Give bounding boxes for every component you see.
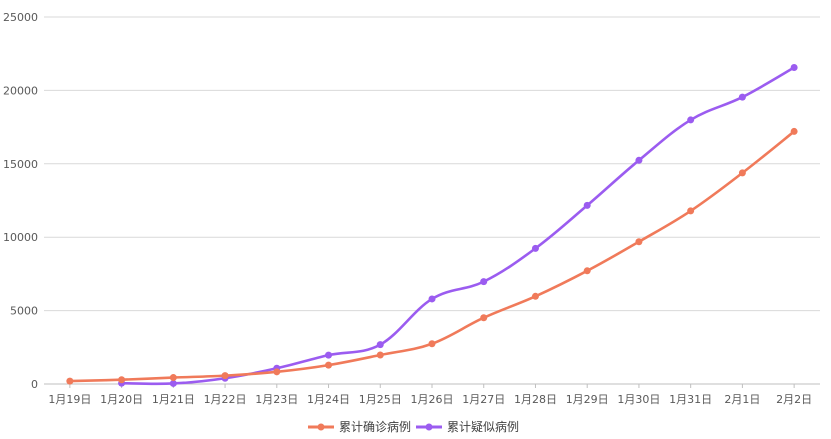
data-point bbox=[428, 340, 436, 348]
x-tick-label: 1月31日 bbox=[669, 393, 712, 406]
x-tick-label: 1月30日 bbox=[617, 393, 660, 406]
x-tick-label: 1月19日 bbox=[48, 393, 91, 406]
data-point bbox=[635, 238, 643, 246]
x-tick-label: 1月24日 bbox=[307, 393, 350, 406]
data-point bbox=[738, 169, 746, 177]
data-point bbox=[687, 116, 695, 124]
data-point bbox=[687, 207, 695, 215]
x-tick-label: 1月29日 bbox=[566, 393, 609, 406]
series-lines bbox=[66, 64, 798, 387]
y-tick-label: 5000 bbox=[10, 305, 38, 318]
data-point bbox=[583, 201, 591, 209]
legend-label-confirmed: 累计确诊病例 bbox=[339, 419, 411, 434]
data-point bbox=[118, 376, 126, 384]
x-tick-label: 1月28日 bbox=[514, 393, 557, 406]
data-point bbox=[738, 93, 746, 101]
y-tick-label: 0 bbox=[31, 378, 38, 391]
data-point bbox=[531, 292, 539, 300]
data-point bbox=[790, 127, 798, 135]
data-point bbox=[66, 377, 74, 385]
x-tick-label: 1月22日 bbox=[204, 393, 247, 406]
data-point bbox=[169, 374, 177, 382]
x-tick-label: 1月27日 bbox=[462, 393, 505, 406]
data-point bbox=[376, 341, 384, 349]
data-point bbox=[376, 351, 384, 359]
data-point bbox=[531, 244, 539, 252]
x-tick-label: 1月23日 bbox=[255, 393, 298, 406]
legend-item-suspected: 累计疑似病例 bbox=[416, 419, 519, 434]
x-tick-label: 1月26日 bbox=[411, 393, 454, 406]
data-point bbox=[221, 372, 229, 380]
legend: 累计确诊病例 累计疑似病例 bbox=[308, 419, 519, 434]
data-point bbox=[325, 351, 333, 359]
data-point bbox=[790, 64, 798, 72]
y-tick-label: 25000 bbox=[3, 11, 38, 24]
legend-marker-suspected bbox=[425, 423, 433, 431]
data-point bbox=[480, 278, 488, 286]
series-line-1 bbox=[120, 66, 796, 386]
legend-item-confirmed: 累计确诊病例 bbox=[308, 419, 411, 434]
data-point bbox=[273, 368, 281, 376]
data-point bbox=[169, 379, 177, 387]
legend-marker-confirmed bbox=[317, 423, 325, 431]
x-tick-label: 1月25日 bbox=[359, 393, 402, 406]
x-tick-label: 2月1日 bbox=[724, 393, 760, 406]
x-axis: 1月19日 1月20日 1月21日 1月22日 1月23日 1月24日 1月25日 1月26日… bbox=[48, 384, 812, 406]
y-tick-label: 15000 bbox=[3, 158, 38, 171]
series-0 bbox=[66, 127, 798, 385]
data-point bbox=[480, 314, 488, 322]
y-tick-label: 20000 bbox=[3, 84, 38, 97]
x-tick-label: 1月21日 bbox=[152, 393, 195, 406]
series-1 bbox=[118, 64, 798, 387]
data-point bbox=[635, 156, 643, 164]
y-tick-label: 10000 bbox=[3, 231, 38, 244]
x-tick-label: 1月20日 bbox=[100, 393, 143, 406]
data-point bbox=[583, 267, 591, 275]
legend-label-suspected: 累计疑似病例 bbox=[447, 419, 519, 434]
data-point bbox=[428, 295, 436, 303]
data-point bbox=[325, 361, 333, 369]
x-tick-label: 2月2日 bbox=[776, 393, 812, 406]
y-axis: 0 5000 10000 15000 20000 25000 bbox=[3, 11, 38, 391]
